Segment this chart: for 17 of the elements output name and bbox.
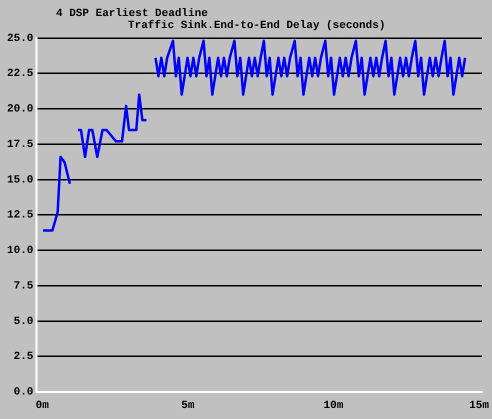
x-tick-label: 10m xyxy=(324,400,344,412)
x-tick-label: 15m xyxy=(469,400,490,412)
y-tick-label: 20.0 xyxy=(7,104,34,116)
y-tick-label: 25.0 xyxy=(7,32,34,45)
y-tick-label: 15.0 xyxy=(7,174,34,186)
y-tick-label: 10.0 xyxy=(7,245,34,258)
chart-subtitle: Traffic Sink.End-to-End Delay (seconds) xyxy=(128,20,386,32)
y-tick-label: 22.5 xyxy=(7,68,34,80)
chart-title: 4 DSP Earliest Deadline xyxy=(56,8,208,20)
y-tick-label: 17.5 xyxy=(7,138,34,151)
x-tick-label: 5m xyxy=(181,400,195,412)
y-tick-label: 7.5 xyxy=(14,280,34,292)
x-tick-label: 0m xyxy=(36,400,50,412)
y-tick-label: 0.0 xyxy=(14,386,34,399)
y-tick-label: 12.5 xyxy=(7,210,34,222)
y-tick-label: 2.5 xyxy=(14,351,34,364)
y-tick-label: 5.0 xyxy=(14,316,34,328)
